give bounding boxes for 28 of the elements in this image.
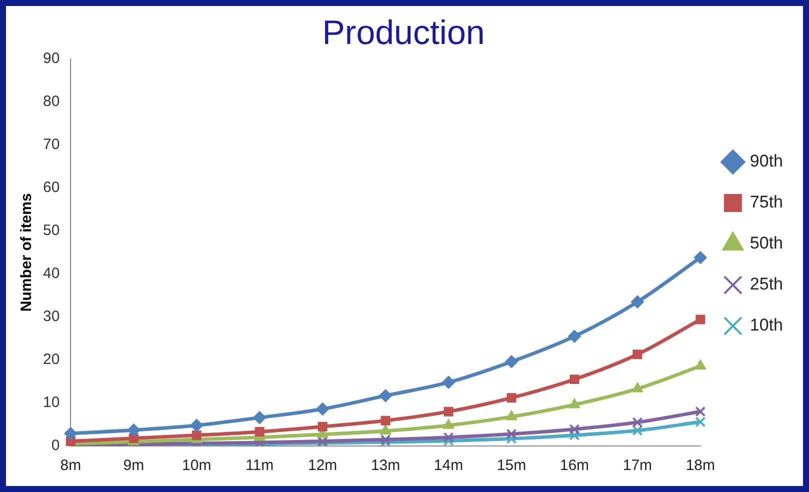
legend-label: 50th (750, 234, 784, 253)
x-tick-label: 12m (308, 457, 338, 474)
y-tick-label: 30 (42, 308, 60, 326)
y-tick-label: 80 (42, 92, 60, 110)
y-tick-label: 20 (42, 351, 60, 368)
x-tick-label: 8m (60, 457, 82, 474)
legend-label: 75th (750, 192, 784, 212)
y-tick-label: 90 (42, 50, 60, 67)
legend-label: 10th (750, 316, 784, 335)
x-tick-label: 13m (370, 457, 400, 474)
chart-title: Production (322, 14, 485, 52)
x-tick-label: 17m (622, 457, 652, 474)
y-tick-label: 60 (42, 179, 60, 196)
y-tick-label: 10 (42, 394, 60, 412)
legend-label: 90th (750, 152, 784, 171)
y-tick-label: 0 (51, 437, 60, 454)
y-tick-label: 50 (42, 222, 60, 240)
x-tick-label: 11m (246, 457, 274, 474)
x-tick-label: 14m (434, 457, 464, 474)
x-tick-label: 15m (496, 457, 526, 474)
y-axis-title: Number of items (18, 193, 36, 312)
x-tick-label: 10m (182, 457, 212, 474)
x-tick-label: 18m (686, 457, 716, 474)
legend-label: 25th (750, 274, 784, 294)
x-tick-label: 16m (560, 457, 590, 474)
y-tick-label: 40 (42, 265, 60, 282)
x-tick-label: 9m (123, 457, 144, 474)
y-tick-label: 70 (42, 136, 60, 153)
